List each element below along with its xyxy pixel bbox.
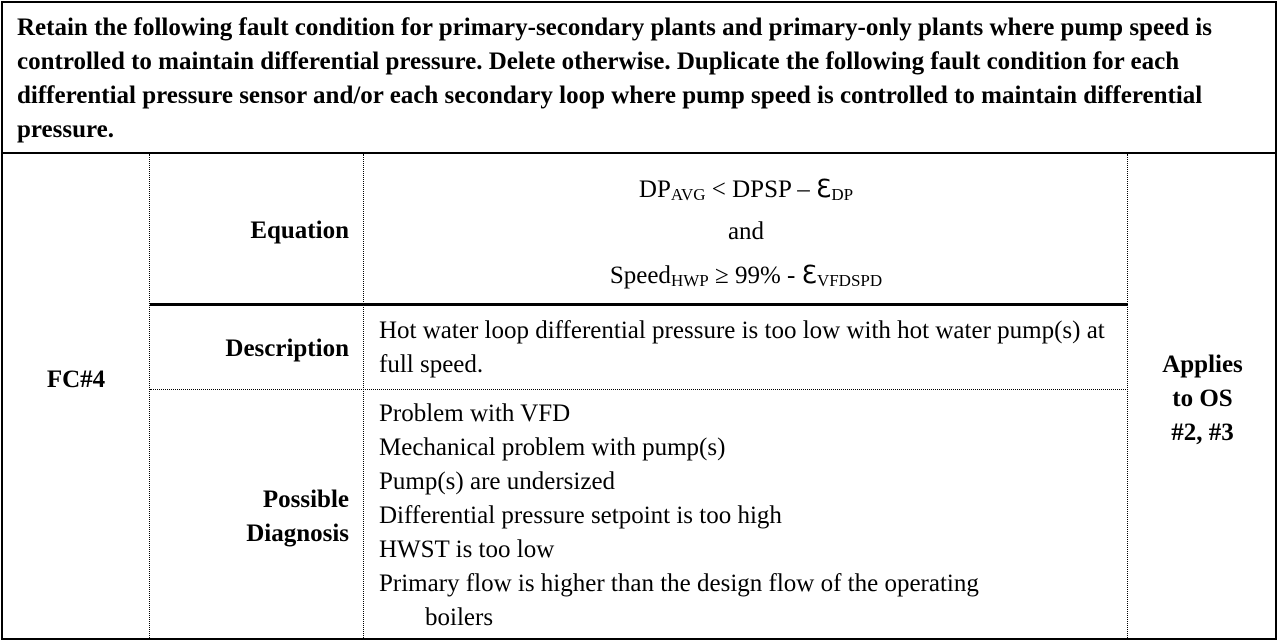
description-label: Description [225,335,349,362]
applies-line-1: Applies [1162,351,1243,378]
applies-to-os: Applies to OS #2, #3 [1130,348,1275,450]
column-divider [149,154,150,640]
applies-line-2: to OS [1172,385,1233,412]
diagnosis-label-line-2: Diagnosis [246,520,349,547]
column-divider [1127,154,1128,640]
description-text: Hot water loop differential pressure is … [379,317,1105,378]
diagnosis-list: Problem with VFD Mechanical problem with… [379,397,1119,635]
list-item-continuation: boilers [425,604,494,631]
row-divider [150,389,1128,390]
fault-id: FC#4 [46,366,106,393]
header-instruction: Retain the following fault condition for… [3,3,1275,154]
row-divider [150,303,1128,306]
applies-line-3: #2, #3 [1171,419,1234,446]
list-item: Primary flow is higher than the design f… [379,570,979,597]
list-item: Problem with VFD [379,400,571,427]
equation-line-2: and [727,218,765,245]
list-item: Differential pressure setpoint is too hi… [379,502,782,529]
equation-line-3: SpeedHWP ≥ 99% - ℇVFDSPD [609,262,883,290]
column-divider [363,154,364,640]
diagnosis-label-line-1: Possible [262,486,349,513]
list-item: HWST is too low [379,536,555,563]
equation-line-1: DPAVG < DPSP – ℇDP [638,176,854,204]
equation-label: Equation [250,217,349,244]
list-item: Pump(s) are undersized [379,468,616,495]
list-item: Mechanical problem with pump(s) [379,434,726,461]
